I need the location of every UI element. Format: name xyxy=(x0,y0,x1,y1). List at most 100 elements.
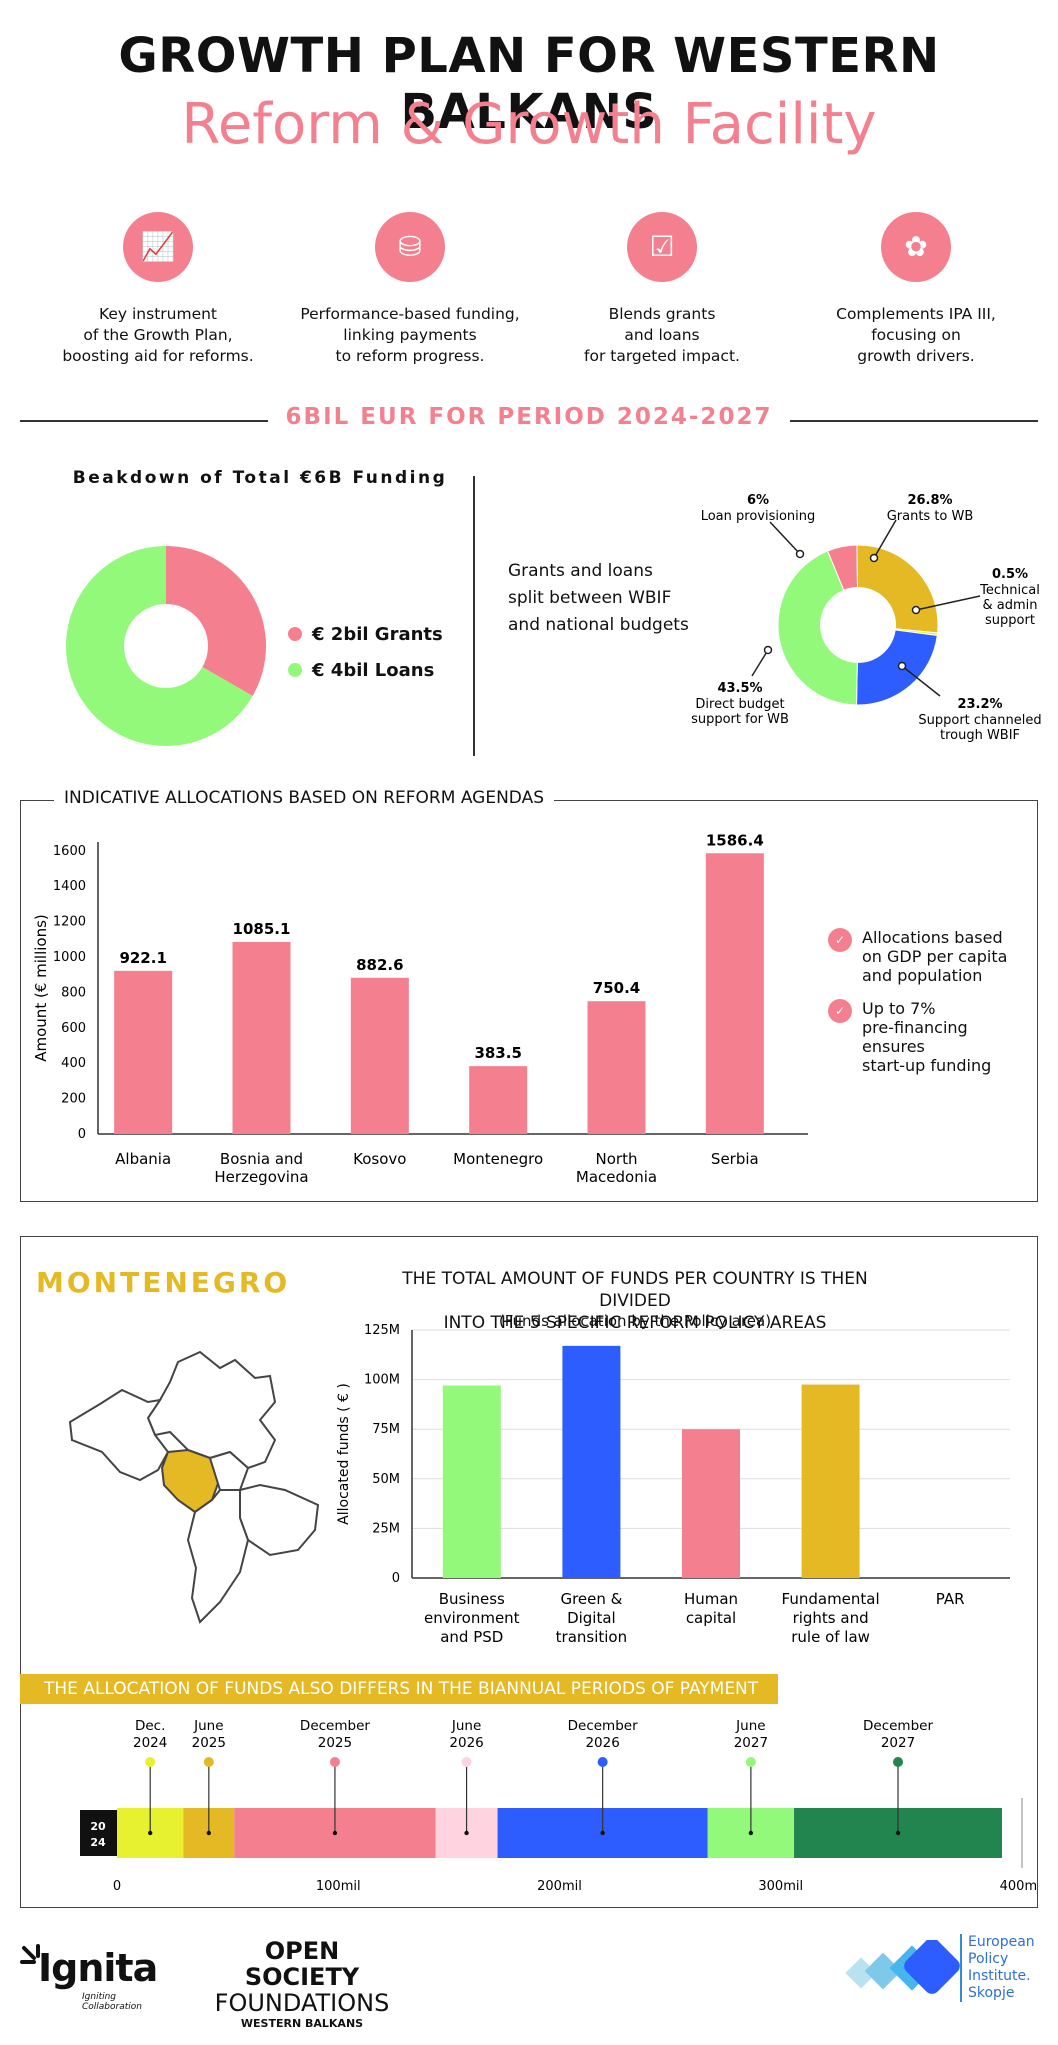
feature-text: Performance-based funding, linking payme… xyxy=(300,305,520,365)
y-tick-label: 800 xyxy=(61,985,86,1000)
divider-right xyxy=(790,420,1038,422)
bar-3 xyxy=(469,1066,528,1134)
feature-text: Key instrument of the Growth Plan, boost… xyxy=(62,305,254,365)
map-region-kosovo xyxy=(208,1450,250,1491)
y-tick-label: 125M xyxy=(364,1323,400,1338)
split-slice xyxy=(777,550,859,706)
timeline-anchor-dot xyxy=(464,1830,469,1836)
bar-4 xyxy=(587,1001,646,1134)
feature-glyph: ☑ xyxy=(649,230,675,263)
timeline-period-label: June 2026 xyxy=(449,1718,483,1751)
x-tick-label: Bosnia and Herzegovina xyxy=(214,1150,308,1186)
year-badge-box xyxy=(80,1810,117,1856)
osf-line1: OPEN SOCIETY xyxy=(244,1937,360,1991)
bar-5 xyxy=(705,853,764,1134)
legend-item: € 2bil Grants xyxy=(288,616,443,652)
payments-band: THE ALLOCATION OF FUNDS ALSO DIFFERS IN … xyxy=(20,1674,778,1704)
legend-label: € 2bil Grants xyxy=(312,623,443,645)
mne-chart-subtitle: (Funds allocation by the Policy area) xyxy=(498,1312,772,1330)
y-axis-label: Amount (€ millions) xyxy=(32,914,50,1062)
ignita-tagline: Igniting Collaboration xyxy=(82,1992,142,2012)
ignita-logo: Ignita Igniting Collaboration xyxy=(20,1940,170,2012)
y-tick-label: 400 xyxy=(61,1056,86,1071)
slice-label: Loan provisioning xyxy=(701,509,816,524)
ignita-wordmark: Ignita xyxy=(38,1946,158,1990)
timeline-marker xyxy=(893,1757,904,1767)
allocation-note: ✓ Allocations based on GDP per capita and… xyxy=(828,928,1007,985)
note-text: Up to 7% pre-financing ensures start-up … xyxy=(862,999,992,1075)
bar-value-label: 383.5 xyxy=(474,1044,521,1062)
slice-label: Technical & admin support xyxy=(979,583,1040,628)
split-text: Grants and loans split between WBIF and … xyxy=(508,561,689,635)
slice-pct: 43.5% xyxy=(717,681,762,696)
map-region-albania xyxy=(186,1489,250,1624)
bar-value-label: 882.6 xyxy=(356,956,403,974)
timeline-period-label: December 2025 xyxy=(300,1718,370,1751)
leader-dot xyxy=(763,645,773,655)
policy-bar-2 xyxy=(682,1429,740,1578)
allocations-bar-chart: 0 200 400 600 800 1000 1200 1400 1600 Amount (€ m… xyxy=(32,831,808,1186)
leader-line xyxy=(769,521,801,555)
bar-value-label: 1085.1 xyxy=(233,920,291,938)
donut-hole xyxy=(124,604,208,688)
breakdown-title: Beakdown of Total €6B Funding xyxy=(72,468,448,488)
timeline-period-label: December 2027 xyxy=(863,1718,933,1751)
montenegro-title: MONTENEGRO xyxy=(36,1266,291,1299)
slice-label: Support channeled trough WBIF xyxy=(918,713,1041,743)
ignita-spark-icon xyxy=(20,1944,40,1964)
sprout-icon: ✿ xyxy=(881,212,951,282)
y-tick-label: 75M xyxy=(372,1422,400,1437)
y-tick-label: 600 xyxy=(61,1021,86,1036)
policy-bar-3 xyxy=(801,1384,860,1578)
map-region-north-macedonia xyxy=(239,1483,320,1557)
check-icon: ✓ xyxy=(828,928,852,952)
divider-left xyxy=(20,420,268,422)
donut-legend: € 2bil Grants € 4bil Loans xyxy=(288,616,443,688)
slice-pct: 26.8% xyxy=(907,493,952,508)
x-tick-label: Fundamental rights and rule of law xyxy=(782,1590,880,1646)
period-label: 6BIL EUR FOR PERIOD 2024-2027 xyxy=(285,404,773,430)
allocation-note: ✓ Up to 7% pre-financing ensures start-up… xyxy=(828,999,1007,1075)
leader-line xyxy=(751,649,769,677)
x-tick-label: Human capital xyxy=(684,1590,738,1627)
year-badge-top: 20 xyxy=(90,1820,106,1833)
x-tick-label: Montenegro xyxy=(453,1150,543,1168)
leader-dot xyxy=(897,661,907,671)
allocation-notes: ✓ Allocations based on GDP per capita and… xyxy=(828,928,1007,1089)
epi-wordmark: European Policy Institute. Skopje xyxy=(960,1934,1054,2002)
grants-loans-donut xyxy=(65,546,266,746)
timeline-anchor-dot xyxy=(332,1830,338,1836)
y-tick-label: 0 xyxy=(78,1127,86,1142)
x-tick-label: PAR xyxy=(936,1590,965,1608)
epi-diamonds-icon xyxy=(845,1940,960,1994)
leader-dot xyxy=(911,605,921,615)
timeline-period-label: June 2027 xyxy=(734,1718,768,1751)
legend-label: € 4bil Loans xyxy=(312,659,435,681)
feature-glyph: 📈 xyxy=(140,230,176,263)
y-tick-label: 200 xyxy=(61,1092,86,1107)
timeline-period-label: Dec. 2024 xyxy=(133,1718,167,1751)
slice-pct: 6% xyxy=(747,493,769,508)
x-tick-label: 300mil xyxy=(758,1879,803,1894)
leader-dot xyxy=(795,549,805,559)
leader-line xyxy=(901,665,941,697)
x-tick-label: 0 xyxy=(113,1879,121,1894)
slice-pct: 0.5% xyxy=(992,567,1028,582)
y-axis-label: Allocated funds ( € ) xyxy=(336,1383,352,1525)
timeline-marker xyxy=(145,1757,156,1767)
vertical-divider xyxy=(473,476,475,756)
x-tick-label: Business environment and PSD xyxy=(424,1590,520,1646)
map-region-bosnia xyxy=(68,1388,170,1482)
policy-bar-1 xyxy=(562,1345,621,1578)
osf-line2: FOUNDATIONS xyxy=(214,1989,390,2017)
x-tick-label: Kosovo xyxy=(353,1150,406,1168)
montenegro-map-icon xyxy=(68,1350,320,1624)
allocations-title: INDICATIVE ALLOCATIONS BASED ON REFORM A… xyxy=(54,788,554,808)
mne-chart-title: THE TOTAL AMOUNT OF FUNDS PER COUNTRY IS… xyxy=(402,1269,868,1333)
y-tick-label: 100M xyxy=(364,1373,400,1388)
y-tick-label: 25M xyxy=(372,1521,400,1536)
x-tick-label: Albania xyxy=(115,1150,171,1168)
check-icon: ✓ xyxy=(828,999,852,1023)
y-tick-label: 1000 xyxy=(53,950,86,965)
slice-pct: 23.2% xyxy=(957,697,1002,712)
